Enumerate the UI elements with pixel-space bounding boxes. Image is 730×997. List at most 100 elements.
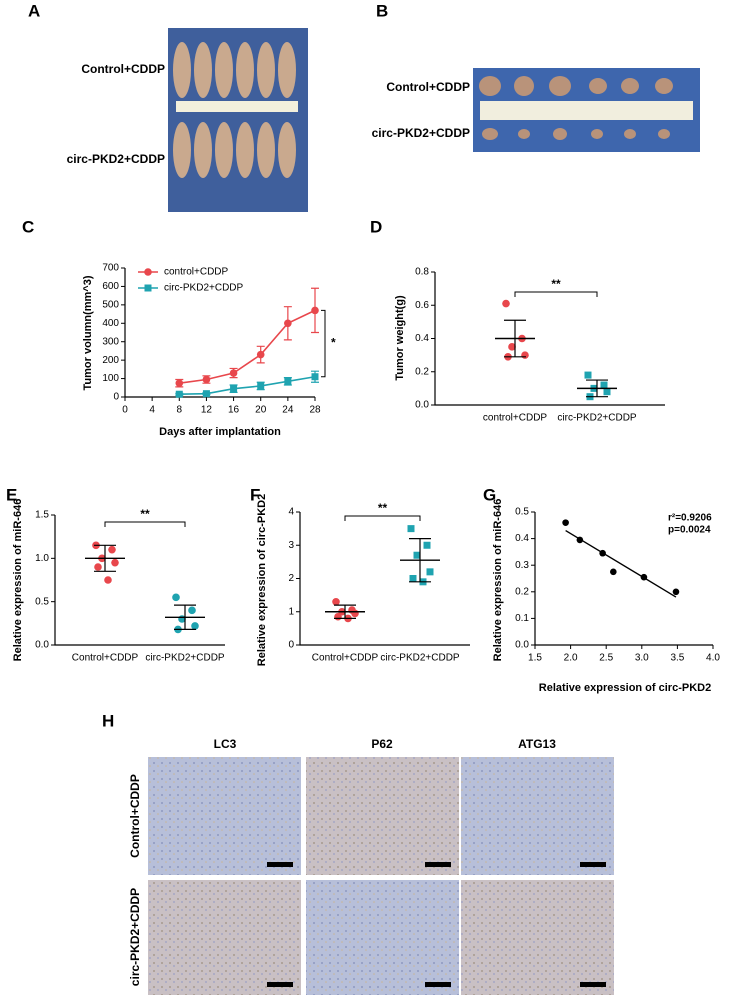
marker <box>175 379 184 387</box>
sd-bar <box>174 604 196 630</box>
panel-letter: E <box>6 485 17 504</box>
sd-bar <box>94 544 116 572</box>
sd-bar <box>504 319 526 358</box>
marker <box>284 377 292 385</box>
marker <box>311 373 319 381</box>
marker <box>172 593 180 602</box>
annotation: ** <box>378 501 388 515</box>
row-label: Control+CDDP <box>386 80 470 94</box>
column-label: LC3 <box>214 737 237 751</box>
x-tick-label: 20 <box>255 405 267 416</box>
series-line <box>179 309 316 384</box>
y-tick-label: 0.4 <box>515 533 529 544</box>
y-tick-label: 100 <box>102 373 119 384</box>
photo-mice <box>168 28 308 212</box>
panel-letter: F <box>250 485 260 504</box>
marker <box>230 385 238 393</box>
point <box>599 549 606 557</box>
y-tick-label: 0.5 <box>515 507 529 518</box>
column-label: ATG13 <box>518 737 556 751</box>
y-tick-label: 200 <box>102 355 119 366</box>
fit-line <box>565 529 677 598</box>
y-tick-label: 0.8 <box>415 267 429 278</box>
annotation: ** <box>551 277 561 291</box>
y-tick-label: 0.5 <box>35 596 49 607</box>
point <box>562 519 569 526</box>
y-axis-label: Relative expression of circ-PKD2 <box>256 494 268 666</box>
legend-label: circ-PKD2+CDDP <box>164 283 244 294</box>
row-label: circ-PKD2+CDDP <box>372 126 470 140</box>
x-tick-label: 4.0 <box>706 653 720 664</box>
point <box>610 568 617 576</box>
ihc-images <box>148 757 614 995</box>
y-axis-label: Tumor volumn(mm^3) <box>82 275 94 390</box>
marker <box>351 609 359 618</box>
marker <box>409 575 417 582</box>
y-tick-label: 400 <box>102 318 119 329</box>
annotation: ** <box>140 507 150 521</box>
axis <box>54 515 225 646</box>
y-tick-label: 0.6 <box>415 300 429 311</box>
x-tick-label: 4 <box>149 405 155 416</box>
x-tick-label: 8 <box>177 405 183 416</box>
marker <box>188 606 196 615</box>
y-tick-label: 0.2 <box>515 586 529 597</box>
marker <box>257 382 265 390</box>
point <box>576 536 584 544</box>
marker <box>144 268 152 276</box>
y-tick-label: 500 <box>102 299 119 310</box>
y-axis-label: Relative expression of miR-646 <box>492 499 504 662</box>
x-tick-label: circ-PKD2+CDDP <box>380 653 460 664</box>
x-tick-label: 24 <box>282 405 294 416</box>
row-label: Control+CDDP <box>81 62 165 76</box>
y-axis-label: Relative expression of miR-646 <box>12 499 24 662</box>
sd-bar <box>409 538 431 583</box>
x-tick-label: 2.0 <box>564 653 578 664</box>
y-tick-label: 600 <box>102 281 119 292</box>
photo-tumors <box>473 68 700 152</box>
y-tick-label: 1.5 <box>35 510 49 521</box>
x-tick-label: 1.5 <box>528 653 542 664</box>
y-tick-label: 4 <box>288 507 294 518</box>
y-tick-label: 700 <box>102 263 119 274</box>
marker <box>521 351 529 359</box>
x-axis-label: Relative expression of circ-PKD2 <box>539 682 711 694</box>
y-tick-label: 0.1 <box>515 613 529 624</box>
y-tick-label: 2 <box>288 573 294 584</box>
point <box>640 573 648 581</box>
y-tick-label: 3 <box>288 540 294 551</box>
marker <box>502 299 510 308</box>
panel-letter: H <box>102 711 114 730</box>
annotation: * <box>331 336 336 350</box>
y-tick-label: 0.0 <box>35 640 49 651</box>
x-axis-label: Days after implantation <box>159 426 281 438</box>
y-axis-label: Tumor weight(g) <box>394 295 406 381</box>
panel-letter: C <box>22 217 34 236</box>
x-tick-label: 28 <box>309 405 321 416</box>
point <box>672 588 680 596</box>
marker <box>175 390 183 398</box>
significance-bracket <box>514 291 598 297</box>
panel-letter: D <box>370 217 382 236</box>
x-tick-label: 16 <box>228 405 240 416</box>
marker <box>332 597 340 606</box>
x-tick-label: Control+CDDP <box>312 653 379 664</box>
marker <box>311 306 319 315</box>
axis <box>299 512 470 646</box>
y-tick-label: 0.4 <box>415 333 429 344</box>
marker <box>104 576 112 584</box>
marker <box>202 390 210 398</box>
marker <box>426 568 434 576</box>
x-tick-label: 12 <box>201 405 213 416</box>
y-tick-label: 0.3 <box>515 560 529 571</box>
y-tick-label: 300 <box>102 336 119 347</box>
y-tick-label: 0 <box>113 392 119 403</box>
row-label: circ-PKD2+CDDP <box>128 888 142 986</box>
y-tick-label: 0.2 <box>415 366 429 377</box>
row-label: circ-PKD2+CDDP <box>67 152 165 166</box>
x-tick-label: 0 <box>122 405 128 416</box>
marker <box>407 525 415 533</box>
x-tick-label: circ-PKD2+CDDP <box>145 653 225 664</box>
legend-label: control+CDDP <box>164 267 229 278</box>
